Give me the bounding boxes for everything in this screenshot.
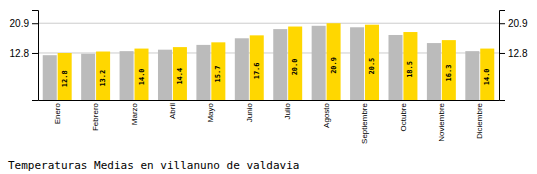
bar (96, 52, 110, 100)
y2-tick-label: 12.8 (508, 48, 528, 59)
x-axis: Enero Febrero Marzo Abril Mayo Junio Julio Agos… (39, 101, 500, 144)
x-tick-label: Marzo (130, 102, 139, 125)
x-tick-label: Octubre (399, 102, 408, 131)
grid-line (38, 23, 499, 24)
y2-tick: 12.8 (499, 48, 528, 59)
bar (327, 23, 341, 100)
bar (81, 54, 95, 100)
bar (312, 26, 326, 100)
data-label: 20.5 (368, 58, 376, 75)
y2-tick-mark (499, 53, 505, 54)
bar (388, 35, 402, 100)
y-tick-label: 12.8 (10, 48, 30, 59)
chart: 12.8 13.2 14.0 14.4 15.7 17.6 20.0 20.9 20.5 18.5… (0, 0, 537, 174)
data-label: 13.2 (99, 70, 107, 87)
x-tick-label: Enero (53, 102, 62, 124)
bar (250, 35, 264, 100)
x-tick: Febrero (91, 102, 100, 131)
x-tick-label: Diciembre (475, 102, 484, 139)
bar (403, 32, 417, 100)
data-label: 15.7 (214, 66, 222, 83)
y-axis: 12.8 20.9 (10, 11, 39, 101)
x-tick: Agosto (322, 102, 331, 127)
bar (120, 51, 134, 100)
y-tick-mark (32, 53, 38, 54)
bar (480, 49, 494, 100)
bar (427, 43, 441, 100)
y2-axis-line (500, 11, 506, 101)
data-label: 16.3 (445, 65, 453, 82)
x-tick-label: Septiembre (360, 102, 369, 143)
x-tick: Junio (245, 102, 254, 122)
bar (211, 42, 225, 100)
bar (173, 47, 187, 100)
bar (235, 38, 249, 100)
bar (58, 53, 72, 100)
x-tick-label: Julio (283, 102, 292, 119)
x-tick-label: Abril (168, 103, 177, 119)
data-label: 17.6 (253, 62, 261, 79)
x-tick-label: Febrero (91, 102, 100, 131)
y2-tick: 20.9 (499, 18, 528, 29)
data-label: 18.5 (406, 61, 414, 78)
y-tick-label: 20.9 (10, 18, 30, 29)
data-label: 14.0 (138, 68, 146, 85)
y2-tick-mark (499, 23, 505, 24)
data-label: 20.9 (330, 57, 338, 74)
x-tick: Mayo (206, 102, 215, 122)
x-tick-label: Agosto (322, 102, 331, 127)
x-tick: Enero (53, 102, 62, 124)
x-tick-label: Mayo (206, 102, 215, 122)
bar (158, 50, 172, 100)
data-label: 14.4 (176, 68, 184, 85)
title: Temperaturas Medias en villanuno de vald… (8, 159, 299, 172)
x-tick-label: Junio (245, 102, 254, 122)
bar (288, 27, 302, 100)
x-tick: Abril (168, 103, 177, 119)
data-label: 20.0 (291, 59, 299, 76)
y2-axis: 12.8 20.9 (499, 11, 528, 101)
x-tick-label: Noviembre (437, 102, 446, 141)
x-tick: Septiembre (360, 102, 369, 143)
x-tick: Julio (283, 102, 292, 119)
y2-tick-label: 20.9 (508, 18, 528, 29)
bar (273, 29, 287, 100)
bar (196, 45, 210, 100)
y-tick-mark (32, 23, 38, 24)
bar (442, 40, 456, 100)
data-label: 12.8 (61, 70, 69, 87)
bar (365, 25, 379, 100)
bar (350, 27, 364, 100)
bar (134, 49, 148, 100)
data-labels: 12.8 13.2 14.0 14.4 15.7 17.6 20.0 20.9 20.5 18.5… (61, 57, 492, 87)
y-axis-line (32, 11, 39, 101)
x-tick: Octubre (399, 102, 408, 131)
bar (465, 51, 479, 100)
x-tick: Marzo (130, 102, 139, 125)
y-tick: 20.9 (10, 18, 38, 29)
x-axis-line (39, 100, 500, 101)
x-tick: Diciembre (475, 102, 484, 139)
x-tick: Noviembre (437, 102, 446, 141)
bars (43, 23, 495, 100)
bar (43, 55, 57, 100)
y-tick: 12.8 (10, 48, 38, 59)
data-label: 14.0 (483, 68, 491, 85)
